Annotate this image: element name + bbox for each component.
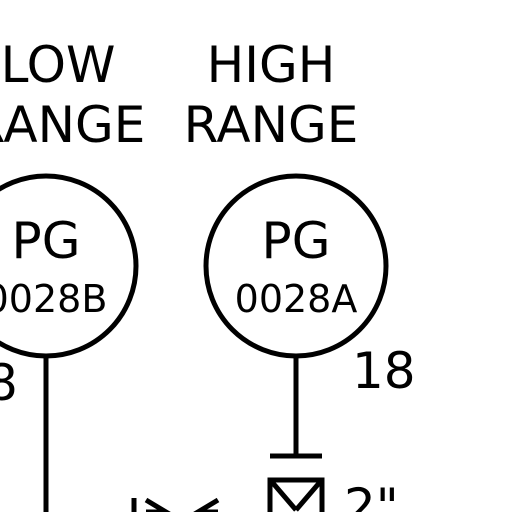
valve-body-diagonal-right [294, 480, 322, 512]
low-range-tag-number: 0028B [0, 277, 107, 321]
high-range-callout-number: 18 [352, 342, 416, 400]
gate-valve-symbol [131, 497, 220, 512]
gate-valve-wedge-left [144, 497, 171, 512]
valve-body-diagonal-left [270, 480, 298, 512]
instrument-low-range: LOW RANGE PG 0028B 8 [0, 36, 145, 512]
line-size-label: 2" [344, 478, 399, 512]
low-range-tag-type: PG [12, 212, 81, 270]
high-range-tag-number: 0028A [235, 277, 358, 321]
high-range-tag-type: PG [262, 212, 331, 270]
valve-body-outline [267, 477, 325, 512]
low-range-label-line1: LOW [1, 36, 116, 94]
gate-valve-wedge-right [193, 497, 220, 512]
gauge-isolation-valve-symbol [267, 477, 325, 512]
instrument-high-range: HIGH RANGE PG 0028A 18 [184, 36, 416, 459]
high-range-label-line1: HIGH [207, 36, 336, 94]
low-range-callout-number: 8 [0, 354, 18, 412]
high-range-label-line2: RANGE [184, 96, 359, 154]
low-range-label-line2: RANGE [0, 96, 145, 154]
